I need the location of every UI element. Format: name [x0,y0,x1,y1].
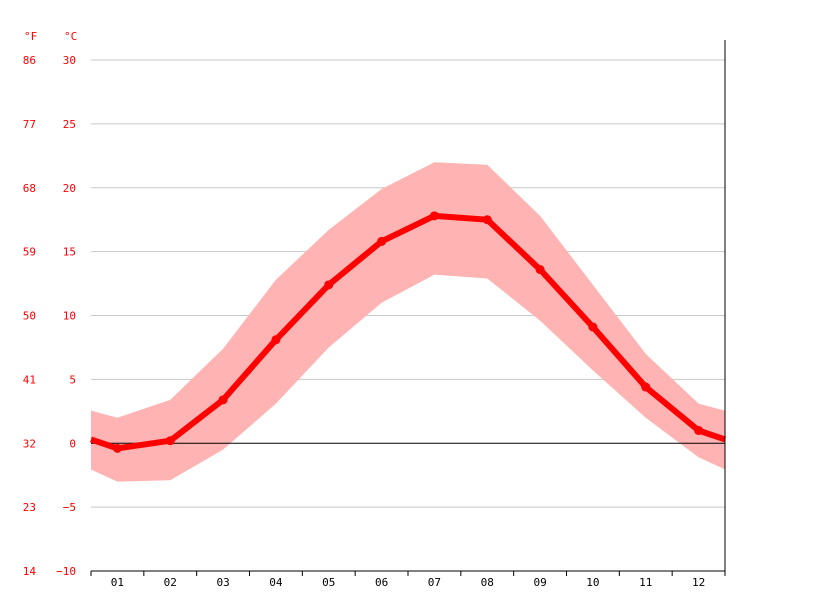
mean-point [694,425,704,435]
y-tick-label-celsius: 0 [69,437,76,450]
y-tick-label-celsius: 15 [63,246,76,259]
x-tick-label: 09 [533,576,546,589]
y-tick-label-fahrenheit: 86 [23,54,36,67]
x-tick-label: 05 [322,576,335,589]
x-tick-label: 01 [111,576,124,589]
x-tick-label: 04 [269,576,283,589]
y-tick-label-fahrenheit: 23 [23,501,36,514]
y-tick-label-fahrenheit: 77 [23,118,36,131]
y-tick-label-fahrenheit: 14 [23,565,37,578]
x-tick-label: 06 [375,576,388,589]
x-tick-label: 10 [586,576,599,589]
y-tick-label-fahrenheit: 68 [23,182,36,195]
y-tick-label-fahrenheit: 59 [23,246,36,259]
mean-point [535,265,545,275]
x-tick-label: 12 [692,576,705,589]
mean-point [324,280,334,290]
mean-temperature-line [90,212,726,452]
mean-point [429,211,439,221]
y-tick-label-celsius: 30 [63,54,76,67]
x-tick-label: 11 [639,576,652,589]
mean-point [482,215,492,225]
mean-point [218,395,228,405]
y-tick-label-celsius: 25 [63,118,76,131]
x-tick-label: 08 [481,576,494,589]
y-tick-label-celsius: 5 [69,373,76,386]
temperature-range-band [91,162,725,482]
celsius-unit-label: °C [64,30,77,43]
x-tick-label: 03 [216,576,229,589]
y-tick-label-fahrenheit: 32 [23,437,36,450]
x-tick-label: 07 [428,576,441,589]
mean-point [165,436,175,446]
y-tick-label-celsius: 10 [63,310,76,323]
y-tick-label-celsius: −10 [56,565,76,578]
mean-point [271,335,281,345]
y-tick-label-celsius: 20 [63,182,76,195]
x-tick-label: 02 [164,576,177,589]
mean-point [641,382,651,392]
fahrenheit-unit-label: °F [24,30,37,43]
mean-point [588,322,598,332]
y-tick-label-fahrenheit: 50 [23,310,36,323]
mean-point [112,443,122,453]
mean-point [377,236,387,246]
y-tick-label-celsius: −5 [63,501,76,514]
y-tick-label-fahrenheit: 41 [23,373,36,386]
